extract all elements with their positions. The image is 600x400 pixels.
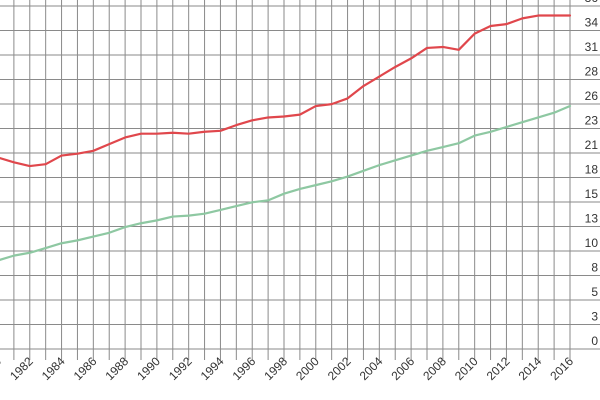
y-tick-label: 3 xyxy=(591,310,598,324)
y-tick-label: 31 xyxy=(585,40,599,54)
x-tick-label: 1990 xyxy=(134,354,163,383)
x-tick-label: 1980 xyxy=(0,354,4,383)
series-line-2 xyxy=(0,104,572,261)
x-tick-label: 2008 xyxy=(420,354,449,383)
y-tick-label: 13 xyxy=(585,212,599,226)
x-tick-label: 1998 xyxy=(261,354,290,383)
y-tick-label: 0 xyxy=(591,334,598,348)
x-tick-label: 2014 xyxy=(516,354,545,383)
x-axis-tick-labels: 1980 1982 1984 1986 1988 1990 1992 1994 1996 1998… xyxy=(0,354,576,383)
x-tick-label: 2016 xyxy=(547,354,576,383)
x-tick-label: 1986 xyxy=(71,354,100,383)
y-axis-tick-labels: 0 3 5 8 10 13 15 18 21 23 26 28 31 34 36 xyxy=(585,0,599,348)
x-tick-label: 1992 xyxy=(166,354,195,383)
y-tick-label: 15 xyxy=(585,187,599,201)
series-layer xyxy=(0,14,572,261)
x-tick-label: 2010 xyxy=(452,354,481,383)
y-tick-label: 28 xyxy=(585,65,599,79)
y-tick-label: 23 xyxy=(585,114,599,128)
y-tick-label: 5 xyxy=(591,285,598,299)
x-tick-label: 2000 xyxy=(293,354,322,383)
x-tick-label: 2002 xyxy=(325,354,354,383)
x-gridlines xyxy=(13,0,571,360)
x-tick-label: 2004 xyxy=(357,354,386,383)
x-tick-label: 1988 xyxy=(102,354,131,383)
x-tick-label: 1982 xyxy=(7,354,36,383)
x-tick-label: 1984 xyxy=(39,354,68,383)
x-tick-label: 1996 xyxy=(230,354,259,383)
y-tick-label: 18 xyxy=(585,163,599,177)
y-tick-label: 34 xyxy=(585,16,599,30)
y-tick-label: 36 xyxy=(585,0,599,5)
series-line-1 xyxy=(0,14,572,168)
y-tick-label: 21 xyxy=(585,138,599,152)
y-tick-label: 26 xyxy=(585,89,599,103)
x-tick-label: 2006 xyxy=(388,354,417,383)
y-tick-label: 8 xyxy=(591,261,598,275)
x-tick-label: 1994 xyxy=(198,354,227,383)
y-tick-label: 10 xyxy=(585,236,599,250)
x-tick-label: 2012 xyxy=(484,354,513,383)
